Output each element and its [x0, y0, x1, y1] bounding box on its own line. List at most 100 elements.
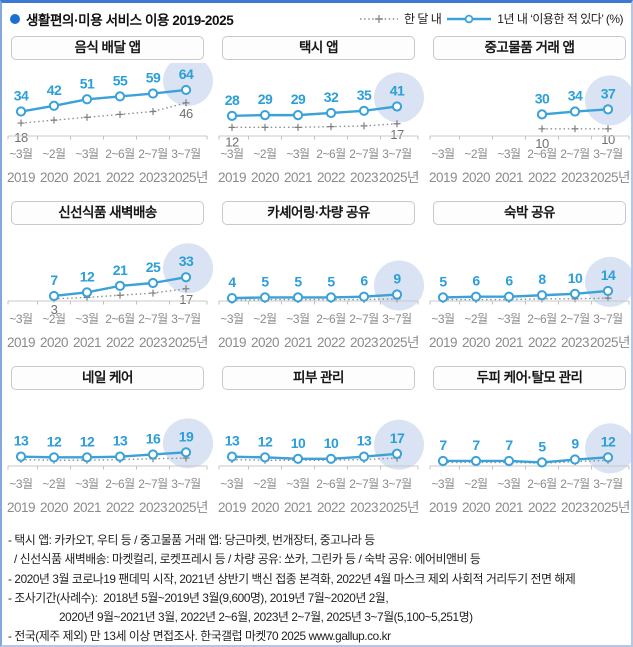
month-label: 2~6월 [527, 477, 556, 491]
point-marker [325, 292, 337, 303]
yearly-value-label: 8 [538, 271, 546, 287]
point-marker [48, 452, 60, 463]
monthly-first-label: 18 [14, 130, 28, 145]
point-marker [503, 455, 515, 467]
month-label: 3~7월 [593, 312, 622, 326]
yearly-value-label: 6 [472, 273, 480, 289]
plus-marker [116, 110, 124, 118]
month-label: 2~6월 [527, 312, 556, 326]
footnote-line: - 2020년 3월 코로나19 팬데믹 시작, 2021년 상반기 백신 접종… [8, 571, 576, 586]
yearly-value-label: 7 [439, 437, 447, 453]
yearly-value-label: 25 [146, 259, 161, 275]
yearly-value-label: 12 [47, 433, 62, 449]
point-marker [391, 101, 403, 112]
year-label: 2023 [561, 335, 589, 350]
chart-cell: 네일 케어 13 12 12 13 16 19 ~3월 ~2월 ~3월 2~6월 2~7월 3~7월 20… [2, 361, 213, 526]
year-label: 2023 [561, 170, 589, 185]
highlight-circle [163, 243, 213, 294]
month-label: ~3월 [220, 147, 243, 161]
footnote-line: - 전국(제주 제외) 만 13세 이상 면접조사. 한국갤럽 마켓70 202… [8, 629, 391, 644]
plus-marker [261, 123, 269, 131]
yearly-value-label: 10 [291, 435, 306, 451]
yearly-value-label: 12 [80, 433, 95, 449]
point-marker [358, 451, 370, 462]
highlight-circle [585, 256, 631, 307]
month-label: ~3월 [75, 477, 98, 491]
year-label: 2021 [495, 335, 523, 350]
point-marker [114, 91, 126, 102]
monthly-series-line [443, 297, 609, 301]
monthly-series-line [232, 123, 398, 129]
year-label: 2022 [528, 500, 556, 515]
year-label: 2020 [251, 335, 279, 350]
month-label: 3~7월 [382, 312, 411, 326]
yearly-value-label: 5 [538, 438, 546, 454]
month-label: 2~6월 [527, 147, 556, 161]
highlight-circle [585, 423, 631, 474]
chart-title: 중고물품 거래 앱 [433, 36, 626, 60]
point-marker [503, 291, 515, 302]
year-label: 2023 [350, 500, 378, 515]
year-label: 2021 [73, 500, 101, 515]
year-label: 2025년 [168, 335, 208, 350]
plus-marker [228, 123, 236, 131]
year-label: 2025년 [379, 500, 419, 515]
yearly-value-label: 10 [568, 270, 583, 286]
yearly-series-line [231, 105, 398, 118]
highlight-circle [374, 72, 424, 123]
point-marker [569, 106, 581, 117]
year-label: 2025년 [379, 170, 419, 185]
month-label: 3~7월 [593, 477, 622, 491]
yearly-value-label: 32 [324, 89, 339, 105]
year-label: 2019 [7, 170, 35, 185]
monthly-series-line [20, 457, 187, 461]
month-label: 3~7월 [171, 312, 200, 326]
chart-cell: 두피 케어·탈모 관리 7 7 7 5 9 12 ~3월 ~2월 ~3월 2~6월 2~7월 3~7월 2… [424, 361, 631, 526]
month-label: 2~7월 [138, 477, 167, 491]
yearly-value-label: 4 [228, 274, 236, 290]
page-title: 생활편의·미용 서비스 이용 2019-2025 [26, 12, 234, 28]
year-label: 2019 [7, 500, 35, 515]
year-label: 2021 [284, 500, 312, 515]
monthly-first-label: 12 [225, 134, 239, 149]
chart-cell: 카셰어링·차량 공유 4 5 5 5 6 9 ~3월 ~2월 ~3월 2~6월 2~7월 3~7월 201… [213, 196, 424, 361]
year-label: 2025년 [379, 335, 419, 350]
month-label: ~2월 [42, 147, 65, 161]
chart-cell: 숙박 공유 5 6 6 8 10 14 ~3월 ~2월 ~3월 2~6월 2~7월 3~7월 2019 20… [424, 196, 631, 361]
year-label: 2022 [317, 170, 345, 185]
yearly-value-label: 5 [327, 273, 335, 289]
monthly-last-label: 17 [179, 292, 193, 307]
month-label: ~3월 [9, 477, 32, 491]
month-label: ~2월 [42, 312, 65, 326]
point-marker [470, 455, 482, 467]
month-label: 3~7월 [171, 477, 200, 491]
year-label: 2020 [251, 500, 279, 515]
monthly-series-line [231, 298, 398, 301]
year-label: 2020 [40, 500, 68, 515]
month-label: ~2월 [464, 312, 487, 326]
point-marker [569, 454, 581, 465]
yearly-value-label: 12 [601, 433, 616, 449]
month-label: 2~6월 [316, 312, 345, 326]
yearly-series-line [20, 88, 187, 113]
point-marker [470, 291, 482, 302]
chart-cell: 신선식품 새벽배송 3 17 7 12 21 25 33 ~3월 ~2월 ~3월 2~6월 2~7월 3~… [2, 196, 213, 361]
chart-plot: 10 10 30 34 37 ~3월 ~2월 ~3월 2~6월 2~7월 3~7월 2019 2020 2… [429, 75, 631, 185]
yearly-value-label: 5 [439, 273, 447, 289]
yearly-value-label: 51 [80, 75, 95, 91]
chart-title: 신선식품 새벽배송 [11, 201, 204, 225]
month-label: 2~7월 [560, 312, 589, 326]
plus-marker [538, 125, 546, 133]
monthly-series-line [231, 457, 398, 461]
chart-plot: 18 46 34 42 51 55 59 64 ~3월 ~2월 ~3월 2~6월 2~7월 3~7월 201… [7, 63, 213, 185]
month-label: ~3월 [75, 312, 98, 326]
yearly-series-line [442, 289, 609, 299]
year-label: 2025년 [590, 335, 630, 350]
point-marker [15, 451, 27, 462]
point-marker [536, 457, 548, 468]
month-label: ~2월 [464, 477, 487, 491]
point-marker [147, 449, 159, 460]
plus-marker [327, 123, 335, 131]
yearly-value-label: 12 [80, 268, 95, 284]
point-marker [259, 292, 271, 303]
